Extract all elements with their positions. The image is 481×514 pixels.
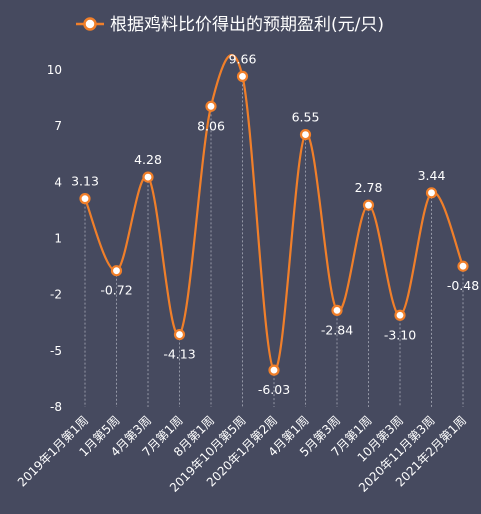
data-label: -0.48: [447, 278, 479, 293]
data-point: [110, 265, 123, 277]
value-labels: 3.13 -0.72 4.28 -4.13 8.06 9.66 -6.03 6.55 -2.84…: [71, 51, 479, 397]
data-point: [299, 128, 312, 141]
data-point: [331, 304, 343, 316]
data-point: [205, 100, 217, 112]
data-label: -6.03: [258, 382, 290, 397]
y-tick-label: 10: [47, 63, 62, 77]
drop-lines: [84, 76, 464, 407]
data-label: 3.44: [418, 168, 446, 183]
y-tick-label: 7: [54, 119, 62, 133]
data-label: 4.28: [134, 152, 162, 167]
data-point: [173, 328, 186, 341]
data-point: [268, 364, 280, 376]
legend: 根据鸡料比价得出的预期盈利(元/只): [76, 15, 384, 35]
legend-label: 根据鸡料比价得出的预期盈利(元/只): [110, 15, 384, 35]
data-point: [425, 187, 438, 199]
y-axis: 10 7 4 1 -2 -5 -8: [47, 63, 62, 414]
markers: [79, 70, 469, 376]
y-tick-label: -5: [50, 344, 62, 358]
series-line-group: [83, 53, 465, 372]
data-label: 2.78: [355, 180, 383, 195]
legend-marker: [83, 17, 97, 31]
data-point: [394, 309, 406, 321]
data-point: [142, 171, 154, 183]
data-label: -4.13: [163, 347, 195, 362]
data-point: [236, 70, 249, 82]
data-label: 3.13: [71, 174, 99, 189]
data-point: [457, 260, 469, 272]
series-line: [83, 53, 465, 372]
x-axis: 2019年1月第1周1月第5周4月第3周7月第1周8月第1周2019年10月第5…: [15, 413, 469, 495]
y-tick-label: -8: [50, 400, 62, 414]
data-point: [79, 193, 91, 205]
data-label: 9.66: [229, 51, 257, 66]
data-label: -2.84: [321, 322, 353, 337]
data-label: -0.72: [100, 283, 132, 298]
y-tick-label: -2: [50, 288, 62, 302]
data-label: 6.55: [292, 110, 320, 125]
data-label: -3.10: [384, 327, 416, 342]
data-point: [362, 199, 375, 211]
y-tick-label: 4: [54, 175, 62, 189]
data-label: 8.06: [197, 118, 225, 133]
y-tick-label: 1: [54, 232, 62, 246]
